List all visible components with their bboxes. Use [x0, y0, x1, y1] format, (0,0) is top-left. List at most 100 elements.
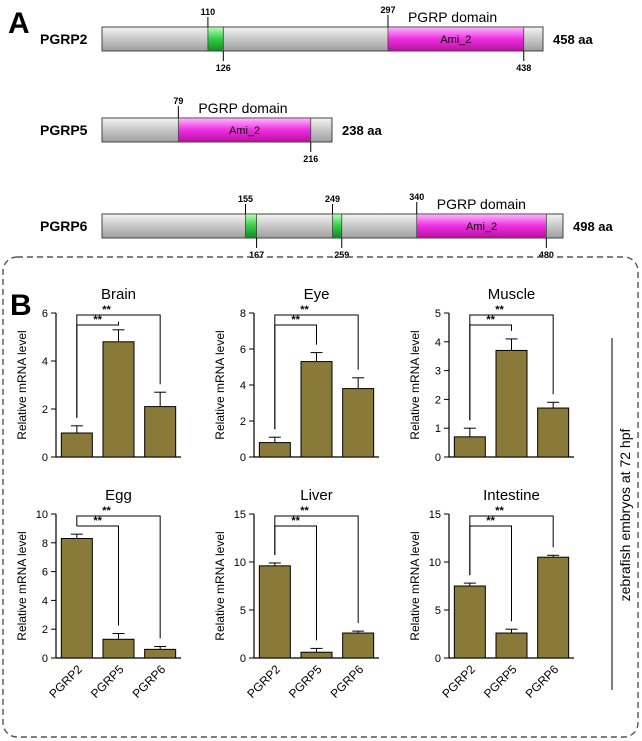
domain-name: Ami_2	[440, 34, 471, 46]
domain-end-label: 438	[516, 63, 531, 73]
bar	[537, 556, 570, 659]
significance-bracket	[469, 515, 554, 576]
x-tick-label: PGRP5	[286, 662, 325, 701]
domain-start-label: 340	[409, 192, 424, 202]
y-tick-label: 8	[42, 538, 48, 550]
y-axis-label: Relative mRNA level	[15, 330, 29, 439]
x-tick-label: PGRP6	[523, 662, 562, 701]
x-tick-label: PGRP5	[481, 662, 520, 701]
y-tick-label: 2	[435, 394, 441, 406]
y-tick-label: 15	[429, 509, 441, 521]
bar	[258, 565, 291, 659]
significance-label: **	[291, 515, 300, 527]
x-tick-label: PGRP2	[46, 662, 85, 701]
y-tick-label: 10	[234, 557, 246, 569]
y-axis-label: Relative mRNA level	[408, 330, 422, 439]
domain-end-label: 480	[539, 250, 554, 260]
y-tick-label: 4	[42, 356, 48, 368]
bar	[60, 537, 93, 659]
bar	[537, 407, 570, 458]
y-tick-label: 4	[435, 337, 441, 349]
significance-label: **	[93, 515, 102, 527]
y-axis-label: Relative mRNA level	[408, 531, 422, 640]
y-tick-label: 10	[429, 557, 441, 569]
motif-box	[332, 213, 343, 239]
protein-name: PGRP2	[40, 31, 88, 47]
y-tick-label: 0	[42, 452, 48, 464]
chart-title: Muscle	[488, 286, 536, 303]
y-tick-label: 3	[435, 366, 441, 378]
y-tick-label: 6	[42, 308, 48, 320]
chart-title: Brain	[101, 286, 136, 303]
domain-name: Ami_2	[466, 221, 497, 233]
domain-name: Ami_2	[229, 125, 260, 137]
significance-label: **	[291, 314, 300, 326]
domain-end-label: 216	[303, 154, 318, 164]
y-tick-label: 15	[234, 509, 246, 521]
domain-title: PGRP domain	[437, 196, 526, 212]
y-tick-label: 5	[435, 605, 441, 617]
y-tick-label: 0	[240, 653, 246, 665]
y-tick-label: 8	[240, 308, 246, 320]
domain-start-label: 79	[173, 96, 183, 106]
protein-length: 238 aa	[342, 123, 383, 138]
domain-title: PGRP domain	[198, 100, 287, 116]
bar	[144, 648, 177, 659]
x-tick-label: PGRP6	[328, 662, 367, 701]
y-tick-label: 0	[240, 452, 246, 464]
chart-title: Liver	[300, 487, 333, 504]
significance-bracket	[274, 515, 359, 624]
bar	[102, 341, 135, 458]
chart-title: Intestine	[483, 487, 540, 504]
y-tick-label: 2	[42, 624, 48, 636]
bar	[258, 442, 291, 458]
significance-bracket	[469, 314, 554, 421]
y-axis-label: Relative mRNA level	[213, 330, 227, 439]
chart-title: Eye	[304, 286, 330, 303]
motif-start-label: 155	[238, 194, 253, 204]
significance-label: **	[495, 505, 504, 517]
x-tick-label: PGRP2	[244, 662, 283, 701]
significance-label: **	[486, 314, 495, 326]
significance-bracket	[274, 314, 359, 430]
y-tick-label: 0	[435, 452, 441, 464]
bar	[300, 651, 333, 659]
chart-title: Egg	[105, 487, 132, 504]
motif-start-label: 249	[325, 194, 340, 204]
bar	[60, 432, 93, 458]
significance-label: **	[102, 505, 111, 517]
motif-start-label: 110	[201, 7, 216, 17]
bar	[342, 388, 375, 458]
ami2-domain	[387, 26, 525, 52]
significance-bracket	[76, 314, 161, 418]
motif-end-label: 259	[334, 250, 349, 260]
domain-title: PGRP domain	[408, 9, 497, 25]
x-tick-label: PGRP5	[88, 662, 127, 701]
motif-box	[245, 213, 257, 239]
y-axis-label: Relative mRNA level	[15, 531, 29, 640]
motif-box	[207, 26, 224, 52]
y-tick-label: 2	[240, 416, 246, 428]
y-tick-label: 0	[435, 653, 441, 665]
protein-length: 498 aa	[573, 219, 614, 234]
panel-b-frame	[2, 256, 639, 738]
side-label: zebrafish embryos at 72 hpf	[617, 429, 633, 602]
significance-label: **	[300, 505, 309, 517]
significance-bracket	[76, 515, 161, 639]
panel-a-domain-diagrams: PGRP2 458 aa 110 126 Ami_2 297 PGRP domain 438 P…	[40, 5, 614, 260]
y-tick-label: 6	[240, 344, 246, 356]
bar	[300, 361, 333, 458]
y-tick-label: 1	[435, 423, 441, 435]
domain-start-label: 297	[380, 5, 395, 15]
significance-label: **	[93, 314, 102, 326]
bar	[453, 585, 486, 659]
y-tick-label: 5	[240, 605, 246, 617]
motif-end-label: 167	[249, 250, 264, 260]
bar	[495, 349, 528, 458]
protein-name: PGRP6	[40, 218, 88, 234]
y-tick-label: 5	[435, 308, 441, 320]
panel-b-letter: B	[10, 289, 32, 322]
bar	[342, 632, 375, 659]
y-tick-label: 4	[240, 380, 246, 392]
